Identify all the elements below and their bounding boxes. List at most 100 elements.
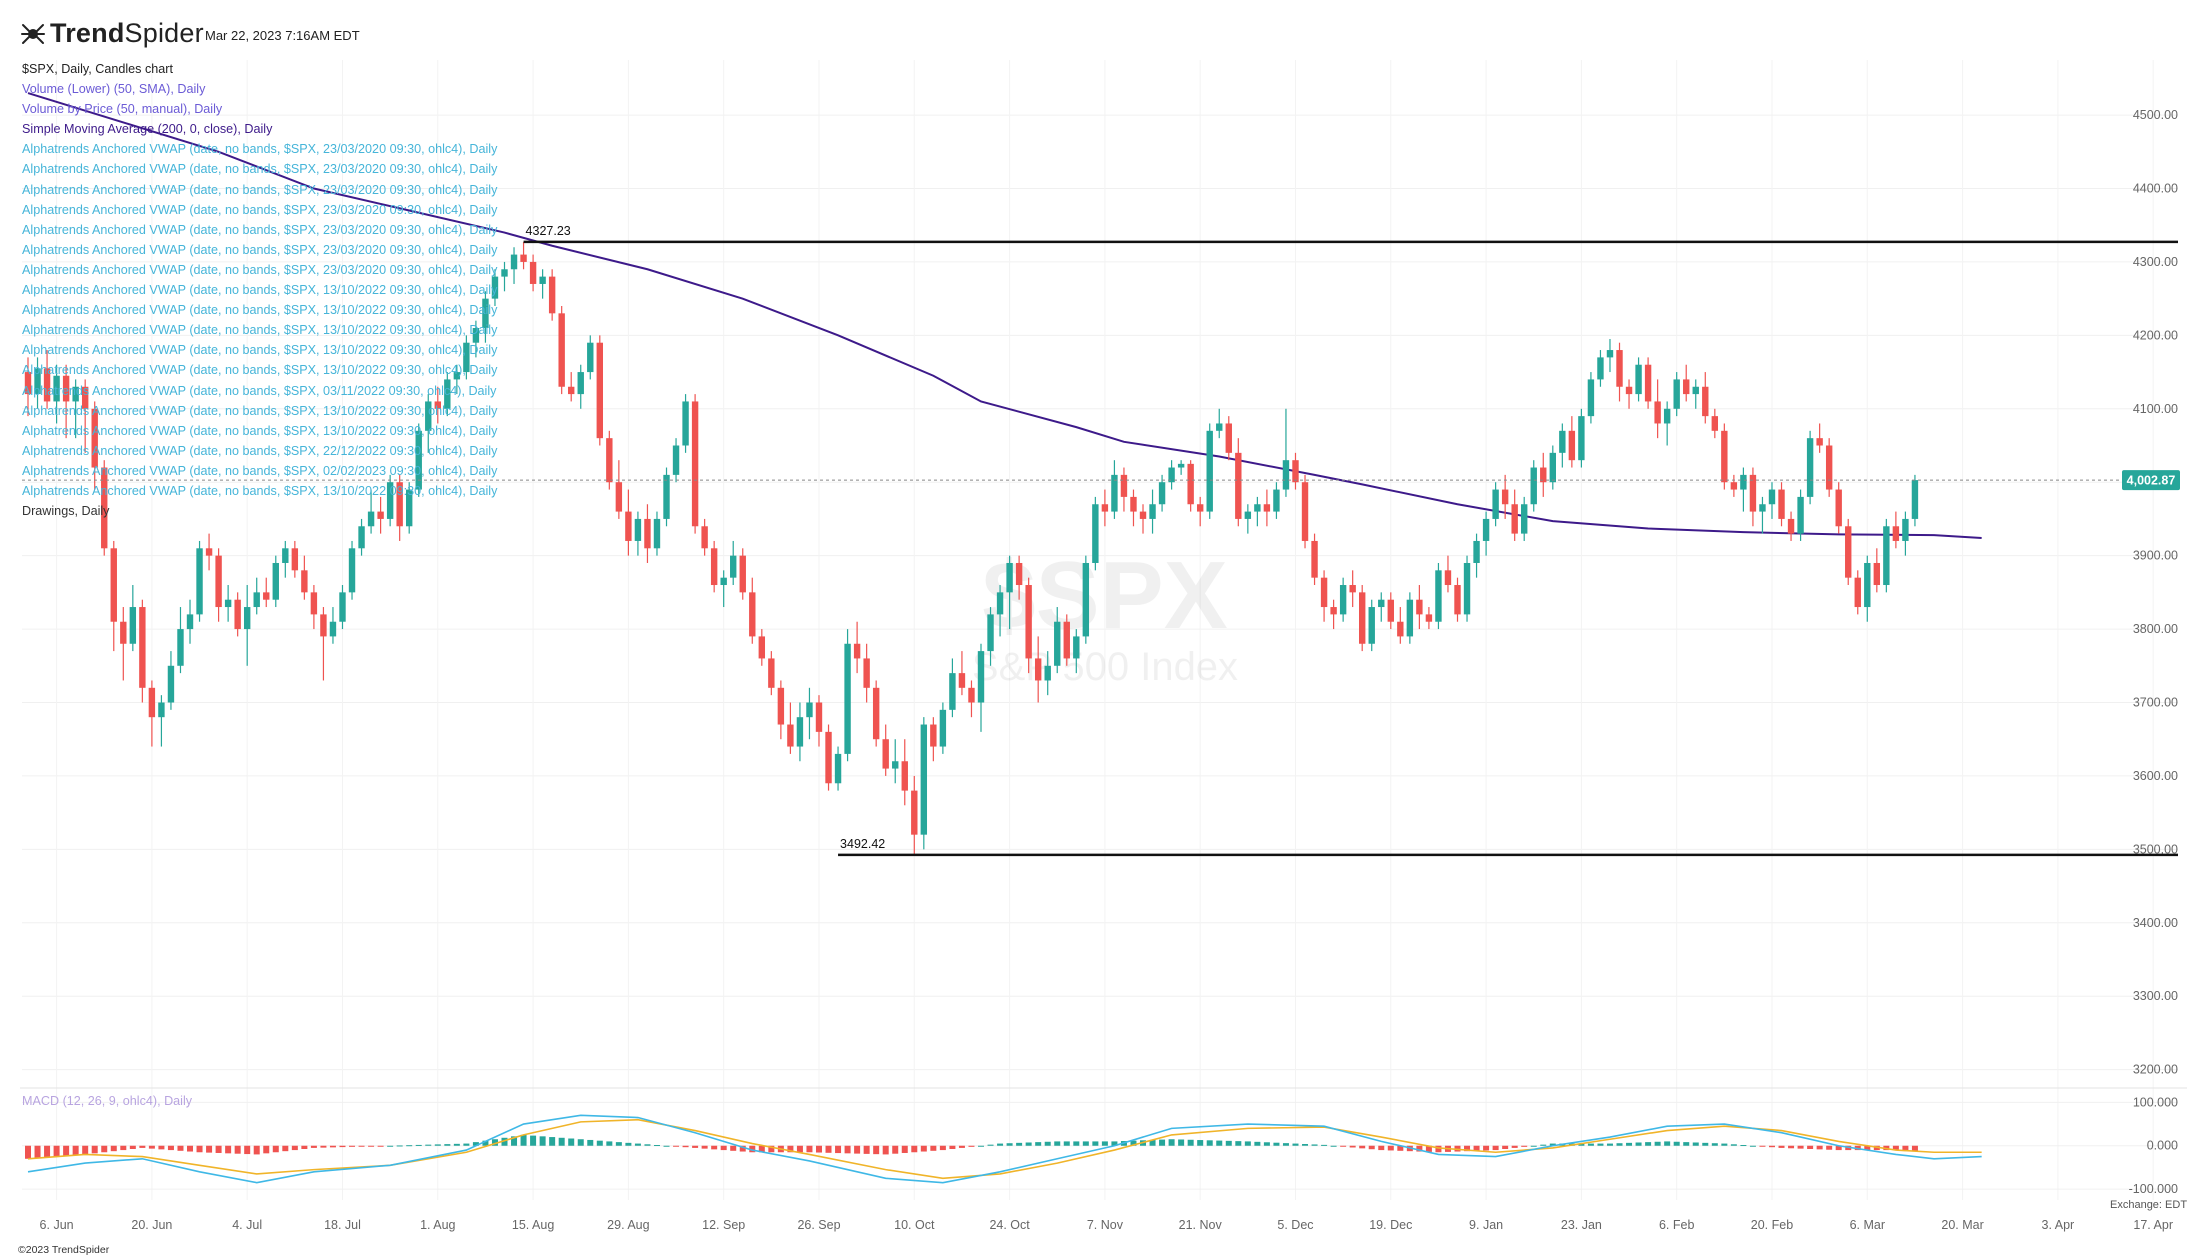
legend-vwap-12[interactable]: Alphatrends Anchored VWAP (date, no band… [22,363,498,378]
legend-vwap-1[interactable]: Alphatrends Anchored VWAP (date, no band… [22,142,498,157]
price-axis[interactable]: 4500.004400.004300.004200.004100.004000.… [2133,108,2178,1077]
legend-vwap-5[interactable]: Alphatrends Anchored VWAP (date, no band… [22,222,498,237]
timestamp: Mar 22, 2023 7:16AM EDT [205,28,360,43]
macd-histogram-bar [1759,1145,1766,1147]
macd-histogram-bar [1664,1141,1671,1146]
legend-vwap-6[interactable]: Alphatrends Anchored VWAP (date, no band… [22,242,498,257]
candle-body [329,621,337,637]
legend-vwap-9[interactable]: Alphatrends Anchored VWAP (date, no band… [22,303,498,318]
macd-histogram-bar [25,1145,31,1159]
macd-histogram-bar [472,1142,479,1146]
macd-histogram-bar [196,1145,203,1153]
candle-body [1768,489,1776,505]
y-tick-label: 3700.00 [2133,696,2178,710]
legend-vwap-4[interactable]: Alphatrends Anchored VWAP (date, no band… [22,202,498,217]
legend-vwap-3[interactable]: Alphatrends Anchored VWAP (date, no band… [22,182,498,197]
y-tick-label: 3900.00 [2133,549,2178,563]
macd-histogram-bar [606,1141,613,1146]
candle-body [1759,504,1766,512]
macd-histogram-bar [825,1145,832,1153]
legend-drawings[interactable]: Drawings, Daily [22,504,110,519]
x-tick-label: 9. Jan [1469,1218,1503,1232]
legend-vwap-16[interactable]: Alphatrends Anchored VWAP (date, no band… [22,443,498,458]
y-tick-label: 4100.00 [2133,402,2178,416]
macd-y-tick-label: 100.000 [2133,1095,2178,1109]
y-tick-label: 3500.00 [2133,842,2178,856]
candle-body [1711,416,1719,431]
macd-histogram-bar [1597,1143,1604,1146]
candle-body [377,511,384,519]
candle-body [1444,570,1452,586]
macd-histogram-bar [987,1144,994,1146]
legend-vwap-17[interactable]: Alphatrends Anchored VWAP (date, no band… [22,463,498,478]
legend-vwap-14[interactable]: Alphatrends Anchored VWAP (date, no band… [22,403,498,418]
x-tick-label: 3. Apr [2042,1218,2075,1232]
x-tick-label: 20. Mar [1941,1218,1983,1232]
legend-vwap-18[interactable]: Alphatrends Anchored VWAP (date, no band… [22,483,498,498]
macd-histogram-bar [863,1145,870,1154]
macd-histogram-bar [1797,1145,1804,1149]
horizontal-levels[interactable]: 4327.23 3492.42 [523,224,2178,857]
candle-body [1597,357,1604,380]
candle-body [1225,423,1232,453]
y-tick-label: 3300.00 [2133,989,2178,1003]
legend-vwap-10[interactable]: Alphatrends Anchored VWAP (date, no band… [22,323,498,338]
candle-body [739,555,746,593]
candle-body [1149,504,1156,519]
candle-body [615,482,623,512]
sma-200-path [27,92,1982,540]
legend-vwap-8[interactable]: Alphatrends Anchored VWAP (date, no band… [22,283,498,298]
macd-histogram-bar [263,1145,270,1154]
brand-logo[interactable]: TrendSpider [20,18,204,49]
x-tick-label: 18. Jul [324,1218,361,1232]
candle-body [1730,482,1738,490]
macd-histogram-bar [1740,1145,1747,1147]
macd-histogram-bar [282,1145,289,1152]
copyright: ©2023 TrendSpider [18,1244,110,1256]
candle-body [920,724,928,835]
legend-vwap-15[interactable]: Alphatrends Anchored VWAP (date, no band… [22,423,498,438]
x-tick-label: 21. Nov [1179,1218,1223,1232]
macd-histogram-bar [1483,1145,1490,1151]
macd-histogram-bar [1149,1139,1156,1146]
macd-histogram-bar [1178,1139,1185,1146]
legend-sma[interactable]: Simple Moving Average (200, 0, close), D… [22,122,273,137]
macd-histogram-bar [110,1145,117,1152]
candle-body [1092,504,1099,563]
legend-volume[interactable]: Volume (Lower) (50, SMA), Daily [22,82,206,97]
macd-histogram-bar [1788,1145,1795,1149]
legend-vwap-7[interactable]: Alphatrends Anchored VWAP (date, no band… [22,262,498,277]
candle-body [1568,430,1576,461]
macd-histogram-bar [730,1145,737,1151]
macd-histogram-bar [1711,1143,1718,1146]
macd-histogram-bar [129,1145,136,1149]
candle-body [177,629,184,666]
macd-histogram-bar [577,1139,584,1146]
candle-body [939,709,947,747]
candle-body [1616,350,1623,387]
macd-histogram-bar [815,1145,822,1153]
legend-vwap-13[interactable]: Alphatrends Anchored VWAP (date, no band… [22,383,497,398]
legend-symbol[interactable]: $SPX, Daily, Candles chart [22,62,173,76]
candle-body [520,254,527,262]
candle-body [1311,540,1318,578]
macd-histogram-bar [1473,1145,1480,1151]
time-axis[interactable]: 6. Jun 20. Jun 4. Jul 18. Jul 1. Aug 15. Aug 2… [40,1218,2173,1232]
candle-body [1578,416,1585,461]
candle-body [53,375,60,402]
legend-vwap-11[interactable]: Alphatrends Anchored VWAP (date, no band… [22,343,498,358]
candle-body [234,599,241,630]
macd-pane[interactable]: 100.000 0.000 -100.000 [22,1095,2178,1196]
legend-vwap-2[interactable]: Alphatrends Anchored VWAP (date, no band… [22,162,498,177]
candle-body [1339,585,1347,615]
candle-body [958,673,966,688]
spider-logo-icon [21,23,45,44]
legend-macd[interactable]: MACD (12, 26, 9, ohlc4), Daily [22,1094,193,1108]
candle-body [1387,599,1394,622]
macd-histogram-bar [1816,1145,1823,1150]
macd-histogram-bar [892,1145,899,1154]
legend-volume-by-price[interactable]: Volume by Price (50, manual), Daily [22,102,223,117]
candle-body [1740,474,1747,490]
candle-body [348,548,356,593]
